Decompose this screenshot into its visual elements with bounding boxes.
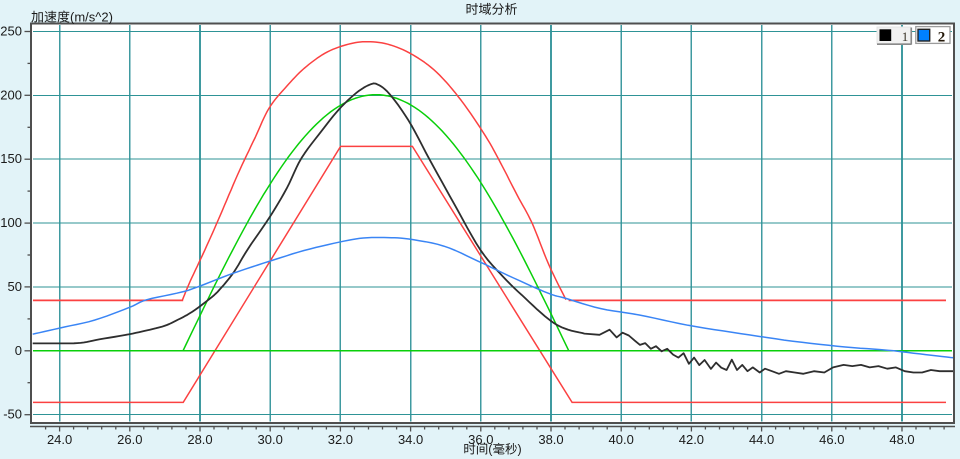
svg-text:50: 50 xyxy=(8,279,22,294)
svg-text:34.0: 34.0 xyxy=(398,432,423,447)
svg-text:46.0: 46.0 xyxy=(819,432,844,447)
svg-text:100: 100 xyxy=(0,215,22,230)
svg-text:250: 250 xyxy=(0,24,22,39)
svg-text:1: 1 xyxy=(902,29,909,44)
svg-text:): ) xyxy=(518,443,522,457)
svg-text:32.0: 32.0 xyxy=(328,432,353,447)
svg-text:0: 0 xyxy=(15,343,22,358)
svg-text:36.0: 36.0 xyxy=(468,432,493,447)
svg-text:(m/s^2): (m/s^2) xyxy=(70,10,113,25)
svg-text:40.0: 40.0 xyxy=(609,432,634,447)
svg-text:200: 200 xyxy=(0,87,22,102)
svg-text:26.0: 26.0 xyxy=(117,432,142,447)
svg-text:48.0: 48.0 xyxy=(889,432,914,447)
svg-text:-50: -50 xyxy=(3,407,22,422)
svg-text:42.0: 42.0 xyxy=(679,432,704,447)
svg-text:28.0: 28.0 xyxy=(187,432,212,447)
svg-text:38.0: 38.0 xyxy=(538,432,563,447)
svg-text:150: 150 xyxy=(0,151,22,166)
svg-text:24.0: 24.0 xyxy=(47,432,72,447)
svg-text:(: ( xyxy=(488,443,493,457)
svg-text:44.0: 44.0 xyxy=(749,432,774,447)
svg-text:2: 2 xyxy=(938,29,946,45)
svg-text:30.0: 30.0 xyxy=(258,432,283,447)
